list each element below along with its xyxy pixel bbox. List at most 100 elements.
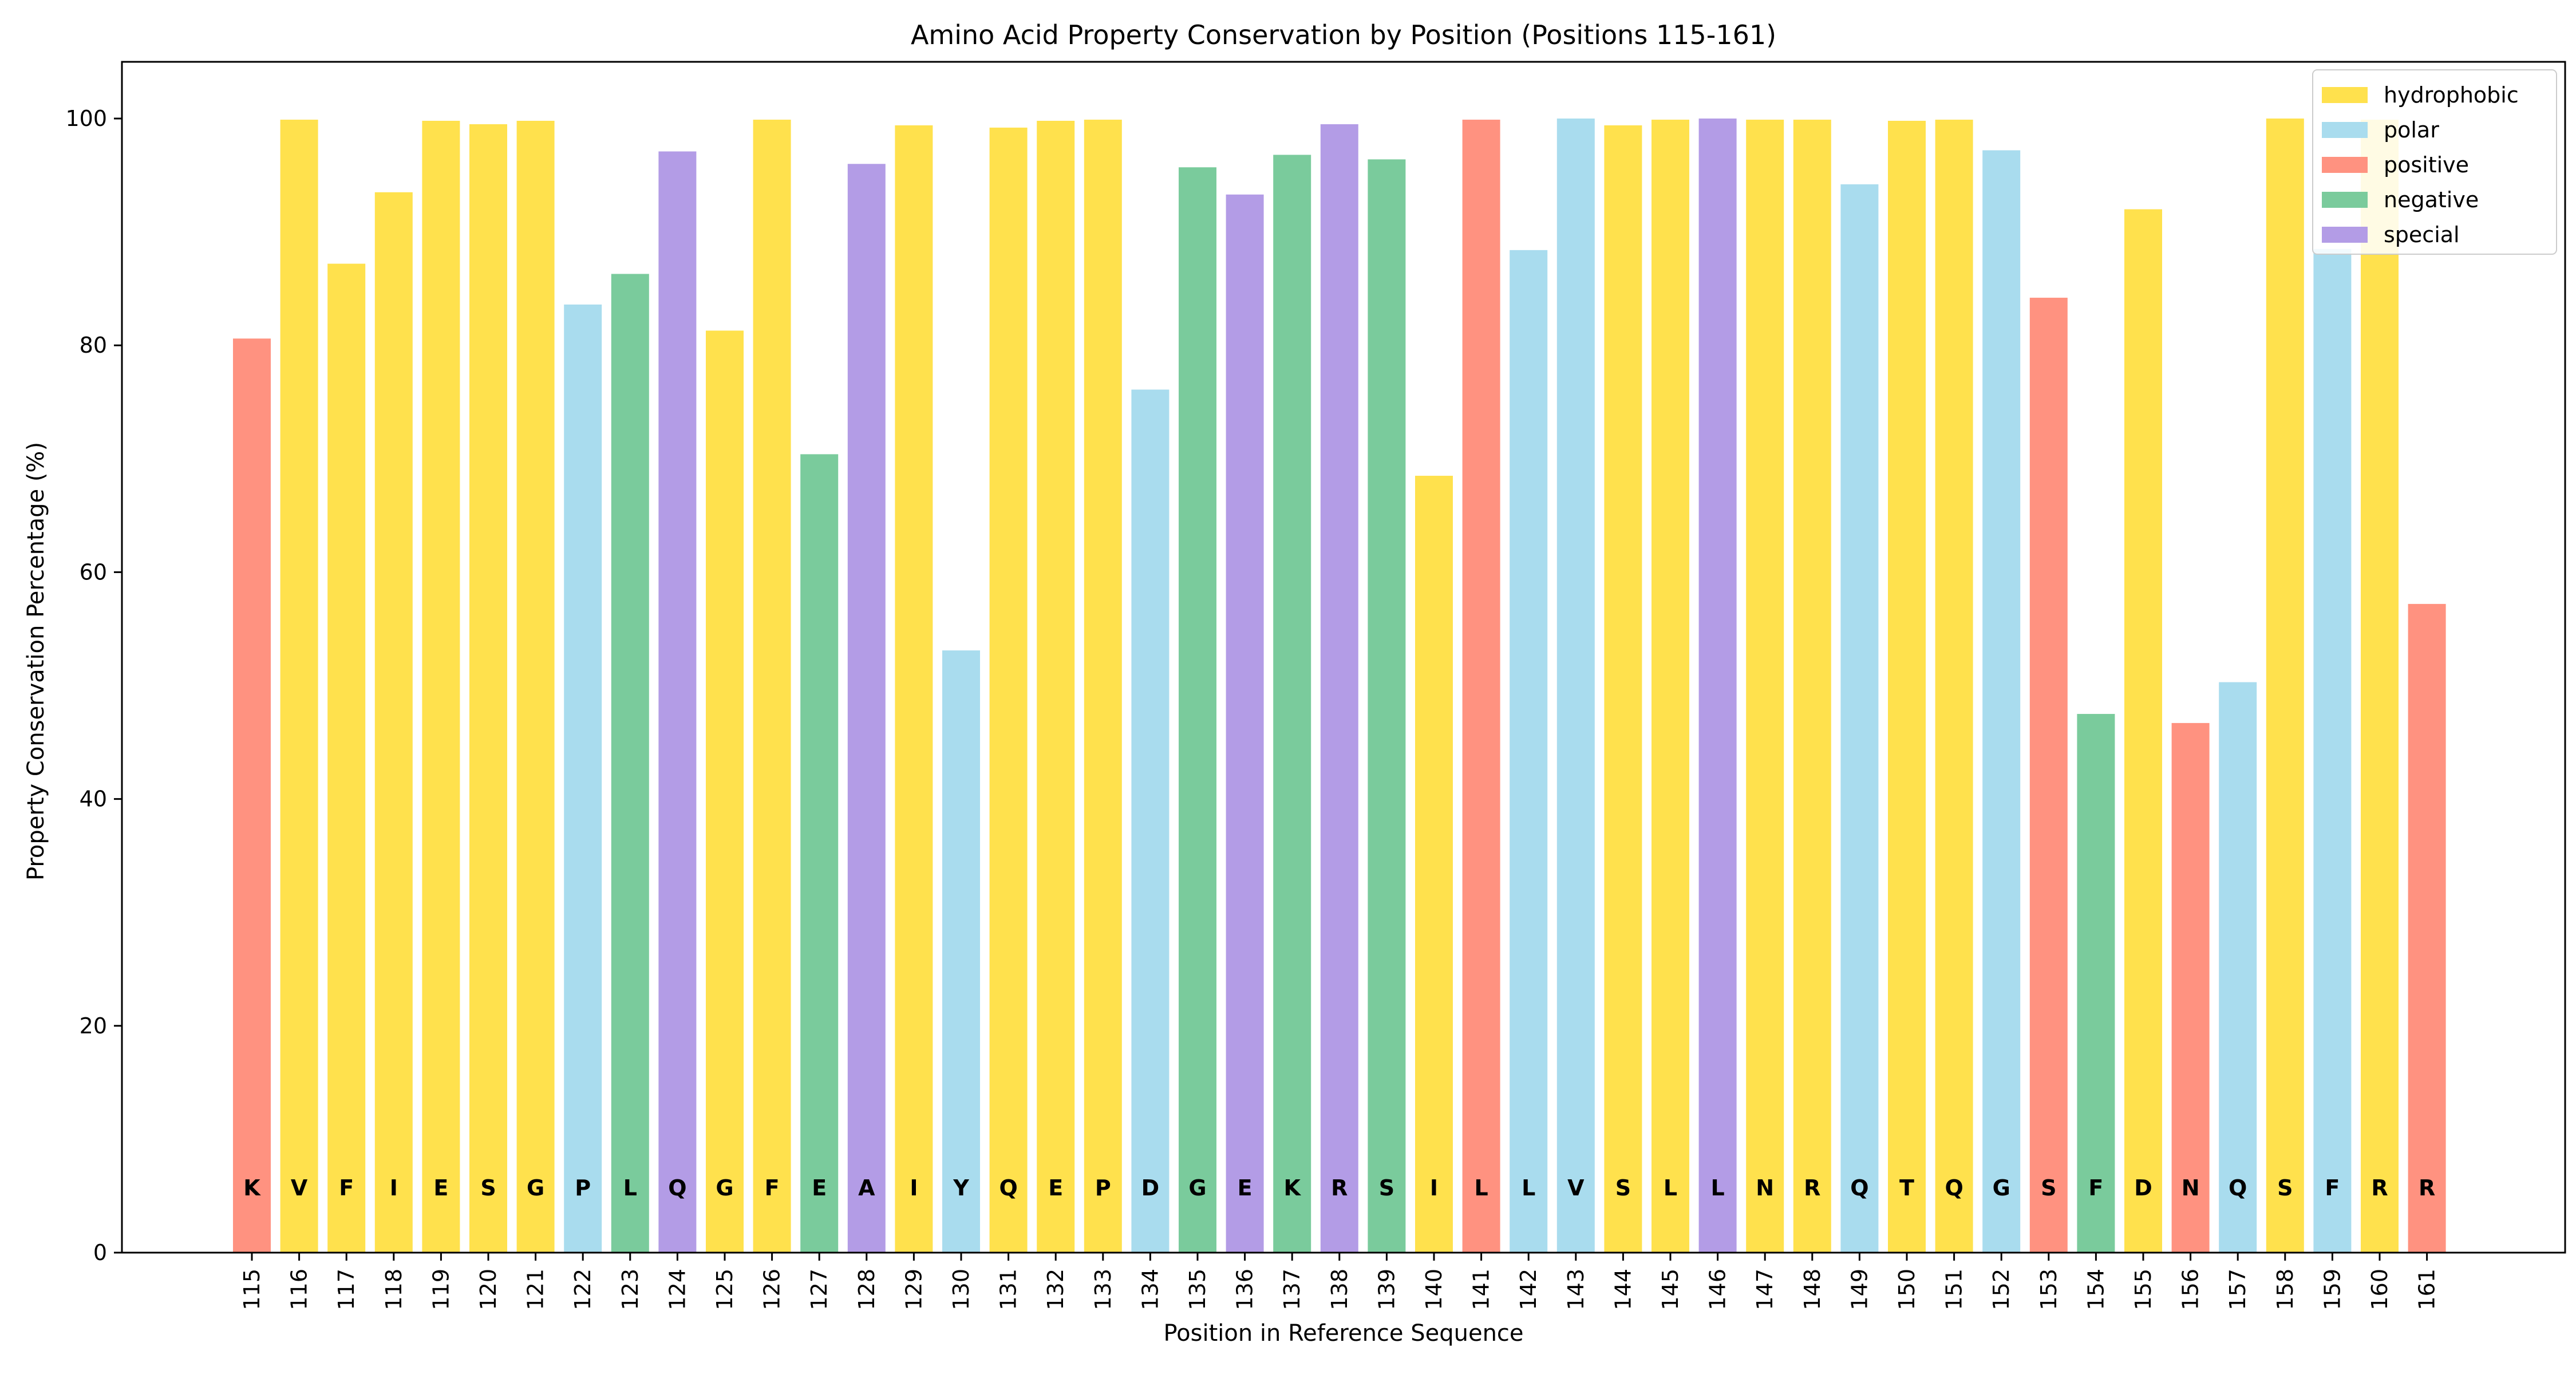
residue-label-125: G	[716, 1175, 733, 1201]
x-tick-label-138: 138	[1327, 1269, 1352, 1310]
x-tick-label-129: 129	[901, 1269, 926, 1310]
bar-144	[1604, 125, 1642, 1253]
residue-label-116: V	[291, 1175, 308, 1201]
residue-label-140: I	[1430, 1175, 1438, 1201]
x-tick-label-144: 144	[1610, 1269, 1635, 1310]
legend-label-hydrophobic: hydrophobic	[2384, 82, 2519, 108]
x-tick-label-140: 140	[1421, 1269, 1447, 1310]
residue-label-152: G	[1993, 1175, 2010, 1201]
y-tick-label: 40	[80, 787, 107, 812]
bar-134	[1131, 389, 1170, 1253]
residue-label-151: Q	[1945, 1175, 1963, 1201]
bar-137	[1273, 155, 1311, 1253]
bar-139	[1368, 159, 1406, 1253]
bar-153	[2029, 298, 2068, 1253]
bar-157	[2219, 682, 2257, 1253]
x-tick-label-154: 154	[2083, 1269, 2108, 1310]
residue-label-150: T	[1899, 1175, 1914, 1201]
residue-label-133: P	[1095, 1175, 1111, 1201]
residue-label-124: Q	[668, 1175, 686, 1201]
bar-128	[847, 164, 886, 1253]
x-tick-label-160: 160	[2367, 1269, 2392, 1310]
bar-145	[1652, 120, 1689, 1253]
residue-label-158: S	[2277, 1175, 2293, 1201]
bar-156	[2171, 722, 2210, 1253]
chart-title: Amino Acid Property Conservation by Posi…	[911, 19, 1776, 50]
bar-135	[1179, 167, 1216, 1253]
x-tick-label-122: 122	[570, 1269, 595, 1310]
residue-label-161: R	[2419, 1175, 2435, 1201]
residue-label-134: D	[1141, 1175, 1160, 1201]
x-tick-label-155: 155	[2131, 1269, 2156, 1310]
x-tick-label-145: 145	[1658, 1269, 1683, 1310]
y-tick-label: 80	[80, 333, 107, 358]
bar-127	[800, 454, 839, 1253]
bar-152	[1982, 150, 2021, 1253]
bar-136	[1226, 194, 1264, 1253]
residue-label-156: N	[2182, 1175, 2200, 1201]
x-tick-label-141: 141	[1469, 1269, 1494, 1310]
y-tick-label: 60	[80, 559, 107, 585]
bar-150	[1888, 121, 1926, 1253]
x-tick-label-149: 149	[1847, 1269, 1872, 1310]
x-tick-label-135: 135	[1185, 1269, 1210, 1310]
residue-label-129: I	[910, 1175, 918, 1201]
legend-label-special: special	[2384, 222, 2460, 247]
x-tick-label-133: 133	[1091, 1269, 1116, 1310]
x-tick-label-125: 125	[712, 1269, 737, 1310]
y-axis: 0 20 40 60 80 100	[65, 106, 122, 1265]
x-tick-label-147: 147	[1752, 1269, 1777, 1310]
bar-148	[1793, 120, 1831, 1253]
residue-label-131: Q	[999, 1175, 1017, 1201]
bar-133	[1084, 120, 1122, 1253]
x-tick-label-143: 143	[1563, 1269, 1589, 1310]
residue-label-122: P	[575, 1175, 591, 1201]
residue-label-146: L	[1710, 1175, 1724, 1201]
y-axis-label: Property Conservation Percentage (%)	[23, 442, 49, 881]
legend-box	[2312, 69, 2557, 255]
residue-label-123: L	[623, 1175, 637, 1201]
residue-label-144: S	[1615, 1175, 1631, 1201]
residue-label-160: R	[2371, 1175, 2388, 1201]
bar-119	[422, 121, 460, 1253]
x-tick-label-130: 130	[949, 1269, 974, 1310]
residue-label-130: Y	[953, 1175, 969, 1201]
x-tick-label-146: 146	[1705, 1269, 1730, 1310]
residue-label-119: E	[433, 1175, 448, 1201]
residue-label-118: I	[390, 1175, 398, 1201]
bar-124	[658, 151, 697, 1253]
residue-label-132: E	[1048, 1175, 1063, 1201]
bar-129	[895, 125, 933, 1253]
x-tick-label-139: 139	[1374, 1269, 1399, 1310]
legend-swatch-negative	[2322, 192, 2368, 208]
legend: hydrophobic polar positive negative special	[2312, 69, 2557, 255]
residue-label-115: K	[243, 1175, 261, 1201]
residue-label-159: F	[2325, 1175, 2340, 1201]
x-tick-label-118: 118	[381, 1269, 406, 1310]
residue-label-135: G	[1188, 1175, 1206, 1201]
x-tick-label-159: 159	[2320, 1269, 2345, 1310]
x-tick-label-116: 116	[287, 1269, 312, 1310]
bar-126	[753, 120, 791, 1253]
x-tick-label-119: 119	[428, 1269, 453, 1310]
x-tick-label-131: 131	[996, 1269, 1021, 1310]
bar-161	[2408, 603, 2446, 1253]
bar-140	[1415, 476, 1453, 1253]
x-tick-label-123: 123	[618, 1269, 643, 1310]
bar-121	[516, 121, 555, 1253]
y-tick-label: 100	[65, 106, 107, 131]
residue-label-128: A	[858, 1175, 875, 1201]
bar-125	[706, 330, 744, 1253]
residue-label-141: L	[1474, 1175, 1488, 1201]
residue-label-126: F	[765, 1175, 780, 1201]
legend-label-positive: positive	[2384, 152, 2469, 177]
residue-label-127: E	[812, 1175, 827, 1201]
x-tick-label-137: 137	[1279, 1269, 1305, 1310]
x-tick-label-157: 157	[2225, 1269, 2250, 1310]
bar-120	[469, 124, 507, 1253]
residue-label-120: S	[480, 1175, 496, 1201]
x-tick-label-136: 136	[1232, 1269, 1258, 1310]
bar-142	[1510, 250, 1548, 1253]
residue-label-143: V	[1567, 1175, 1585, 1201]
